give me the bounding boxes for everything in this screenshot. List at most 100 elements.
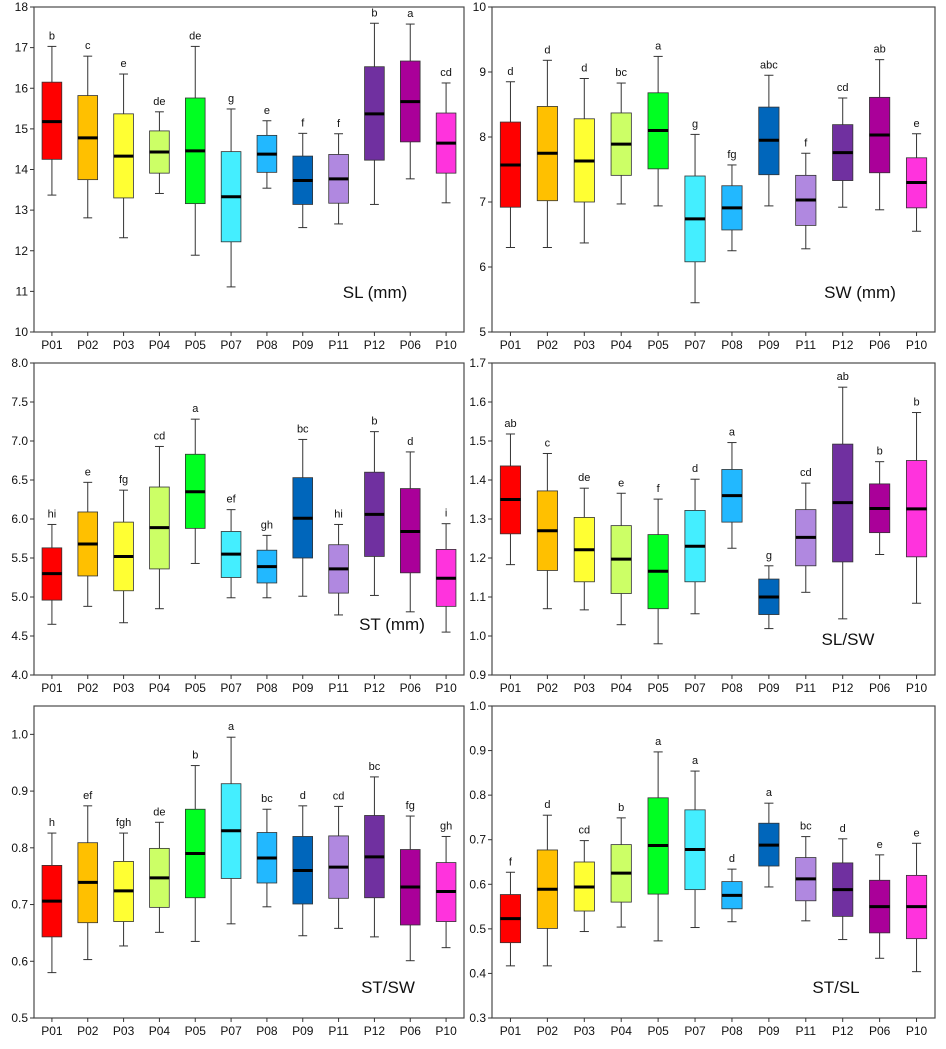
box-P12: cd xyxy=(832,82,854,208)
significance-letter: bc xyxy=(615,67,627,79)
box-P06: a xyxy=(399,8,421,180)
box-P05: a xyxy=(647,736,669,942)
box-P08: fg xyxy=(721,149,743,252)
x-tick-label: P12 xyxy=(832,338,854,352)
x-tick-label: P09 xyxy=(292,338,314,352)
significance-letter: e xyxy=(913,118,919,130)
box-P07: ef xyxy=(220,494,242,599)
x-tick-label: P09 xyxy=(292,681,314,695)
x-tick-label: P08 xyxy=(256,1024,278,1038)
significance-letter: ef xyxy=(226,494,236,506)
x-tick-label: P04 xyxy=(149,338,171,352)
box-P06: d xyxy=(399,436,421,613)
significance-letter: d xyxy=(544,799,550,811)
significance-letter: ef xyxy=(83,790,93,802)
x-tick-label: P02 xyxy=(537,681,559,695)
significance-letter: a xyxy=(729,427,736,439)
x-tick-label: P08 xyxy=(721,1024,743,1038)
box-P04: cd xyxy=(149,430,170,610)
significance-letter: bc xyxy=(369,761,381,773)
y-tick-label: 1.2 xyxy=(469,551,486,565)
box-P03: cd xyxy=(573,825,595,933)
y-tick-label: 1.3 xyxy=(469,512,486,526)
x-tick-label: P11 xyxy=(328,681,349,695)
box-P04: de xyxy=(149,806,170,933)
y-tick-label: 0.8 xyxy=(11,841,28,855)
significance-letter: c xyxy=(545,437,551,449)
y-tick-label: 6.5 xyxy=(11,473,28,487)
box-P03: e xyxy=(113,58,134,239)
panel-title: ST/SL xyxy=(812,978,859,997)
significance-letter: d xyxy=(300,790,306,802)
box-P07: g xyxy=(684,118,706,304)
y-tick-label: 8 xyxy=(479,130,486,144)
significance-letter: d xyxy=(407,436,413,448)
x-tick-label: P03 xyxy=(574,1024,596,1038)
y-tick-label: 5.5 xyxy=(11,551,28,565)
x-tick-label: P10 xyxy=(435,1024,457,1038)
x-tick-label: P02 xyxy=(537,338,559,352)
significance-letter: b xyxy=(913,397,919,409)
significance-letter: d xyxy=(544,44,550,56)
significance-letter: e xyxy=(85,466,91,478)
x-tick-label: P08 xyxy=(256,681,278,695)
y-tick-label: 0.5 xyxy=(469,922,486,936)
x-tick-label: P05 xyxy=(647,681,669,695)
box-P04: b xyxy=(610,802,632,928)
y-tick-label: 13 xyxy=(15,203,29,217)
panel-frame xyxy=(491,6,936,333)
box-P02: c xyxy=(77,40,99,219)
y-tick-label: 12 xyxy=(15,244,29,258)
significance-letter: cd xyxy=(154,430,166,442)
box-P07: g xyxy=(220,93,242,288)
y-tick-label: 7.0 xyxy=(11,434,28,448)
x-tick-label: P10 xyxy=(906,1024,928,1038)
y-tick-label: 0.6 xyxy=(469,877,486,891)
x-tick-label: P10 xyxy=(435,338,457,352)
x-tick-label: P09 xyxy=(758,1024,780,1038)
panel-frame xyxy=(33,362,465,676)
y-tick-label: 4.0 xyxy=(11,668,28,682)
panel-title: SL (mm) xyxy=(343,283,408,302)
box-P11: hi xyxy=(328,508,349,616)
panel-frame xyxy=(491,705,936,1019)
y-tick-label: 0.9 xyxy=(11,784,28,798)
panel-2: 5 6 7 8 9 10 P01 d P02 d P03 d P04 bc P05 a P07 g P08 fg P09… xyxy=(473,0,936,352)
box-P12: ab xyxy=(832,371,854,620)
y-tick-label: 0.3 xyxy=(469,1011,486,1025)
significance-letter: f xyxy=(301,117,305,129)
box-P09: f xyxy=(292,117,314,229)
y-tick-label: 11 xyxy=(16,284,29,298)
box-P10: e xyxy=(905,827,928,973)
box-P11: f xyxy=(795,137,817,250)
x-tick-label: P01 xyxy=(500,681,522,695)
x-tick-label: P01 xyxy=(500,1024,522,1038)
box-P01: b xyxy=(41,30,63,196)
significance-letter: d xyxy=(840,823,846,835)
box-P03: de xyxy=(573,472,595,611)
panel-title: SW (mm) xyxy=(824,283,896,302)
box-P12: d xyxy=(832,823,854,941)
significance-letter: bc xyxy=(800,821,812,833)
box-P08: a xyxy=(721,427,743,549)
significance-letter: a xyxy=(655,736,662,748)
significance-letter: d xyxy=(692,463,698,475)
panel-1: 10 11 12 13 14 15 16 17 18 P01 b P02 c P03 e P04 de P05 de… xyxy=(15,0,465,352)
x-tick-label: P10 xyxy=(906,681,928,695)
x-tick-label: P12 xyxy=(832,1024,854,1038)
box-P01: ab xyxy=(499,418,522,566)
significance-letter: fg xyxy=(119,474,128,486)
significance-letter: ab xyxy=(837,371,849,383)
x-tick-label: P05 xyxy=(647,338,669,352)
significance-letter: cd xyxy=(578,825,590,837)
box-P08: bc xyxy=(256,793,278,908)
significance-letter: a xyxy=(692,755,699,767)
significance-letter: b xyxy=(49,30,55,42)
box-P04: bc xyxy=(610,67,632,205)
significance-letter: ab xyxy=(874,44,886,56)
y-tick-label: 0.6 xyxy=(11,954,28,968)
panel-frame xyxy=(33,705,465,1019)
significance-letter: fg xyxy=(406,800,415,812)
significance-letter: hi xyxy=(334,508,343,520)
panel-frame xyxy=(491,362,936,676)
